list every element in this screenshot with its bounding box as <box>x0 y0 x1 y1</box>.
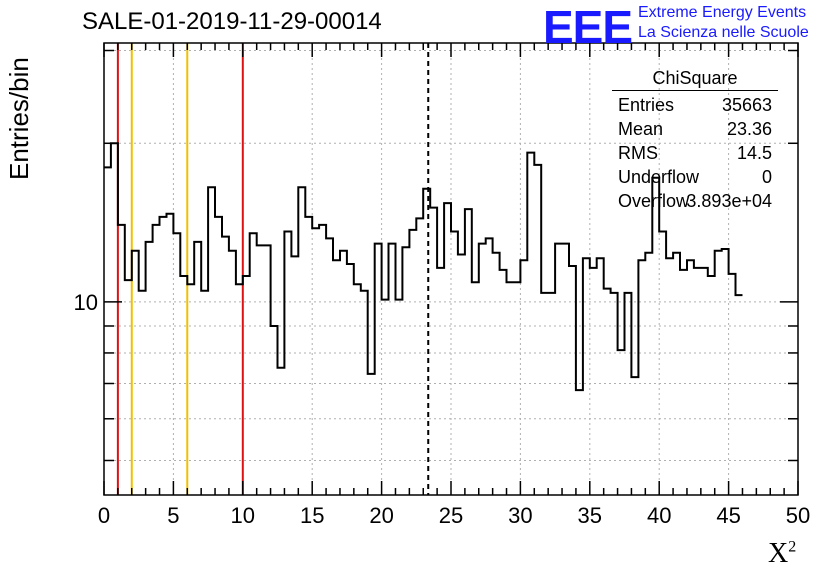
x-tick-label: 45 <box>716 503 740 528</box>
x-axis-label-exponent: 2 <box>788 538 797 556</box>
eee-logo: EEE <box>543 1 633 53</box>
x-tick-label: 5 <box>167 503 179 528</box>
x-tick-label: 35 <box>578 503 602 528</box>
stats-key: RMS <box>618 143 658 163</box>
reference-lines <box>116 43 430 495</box>
stats-title: ChiSquare <box>612 68 778 91</box>
x-tick-label: 50 <box>786 503 810 528</box>
stats-key: Entries <box>618 95 675 115</box>
x-tick-label: 25 <box>439 503 463 528</box>
logo-subtitle-2: La Scienza nelle Scuole <box>638 24 809 41</box>
stats-value: 0 <box>761 167 772 187</box>
x-tick-label: 30 <box>508 503 532 528</box>
x-tick-label: 20 <box>369 503 393 528</box>
x-axis-label: X2 <box>768 538 796 570</box>
stats-value: 23.36 <box>726 119 772 139</box>
stats-key: Overflow <box>618 191 690 211</box>
tick-labels: 0 5 10 15 20 25 30 35 40 45 50 10 <box>74 290 811 528</box>
plot-frame <box>103 42 799 496</box>
chart-title: SALE-01-2019-11-29-00014 <box>82 8 382 35</box>
stats-row-overflow: Overflow 3.893e+04 <box>612 191 778 215</box>
grid-lines <box>104 43 798 495</box>
x-tick-label: 10 <box>231 503 255 528</box>
x-axis-label-base: X <box>768 538 789 569</box>
stats-value: 35663 <box>721 95 772 115</box>
stats-row-mean: Mean 23.36 <box>612 119 778 143</box>
stats-row-entries: Entries 35663 <box>612 95 778 119</box>
stats-key: Mean <box>618 119 664 139</box>
axis-ticks <box>103 43 799 495</box>
x-tick-label: 40 <box>647 503 671 528</box>
stats-row-underflow: Underflow 0 <box>612 167 778 191</box>
stats-value: 3.893e+04 <box>686 191 772 211</box>
logo-subtitle-1: Extreme Energy Events <box>638 4 807 21</box>
y-tick-label: 10 <box>74 290 98 315</box>
stats-row-rms: RMS 14.5 <box>612 143 778 167</box>
x-tick-label: 0 <box>98 503 110 528</box>
histogram-line <box>104 142 743 392</box>
stats-key: Underflow <box>618 167 700 187</box>
x-tick-label: 15 <box>300 503 324 528</box>
y-axis-label: Entries/bin <box>4 57 34 180</box>
stats-box: ChiSquare Entries 35663 Mean 23.36 RMS 14.5… <box>612 68 778 215</box>
stats-value: 14.5 <box>736 143 772 163</box>
